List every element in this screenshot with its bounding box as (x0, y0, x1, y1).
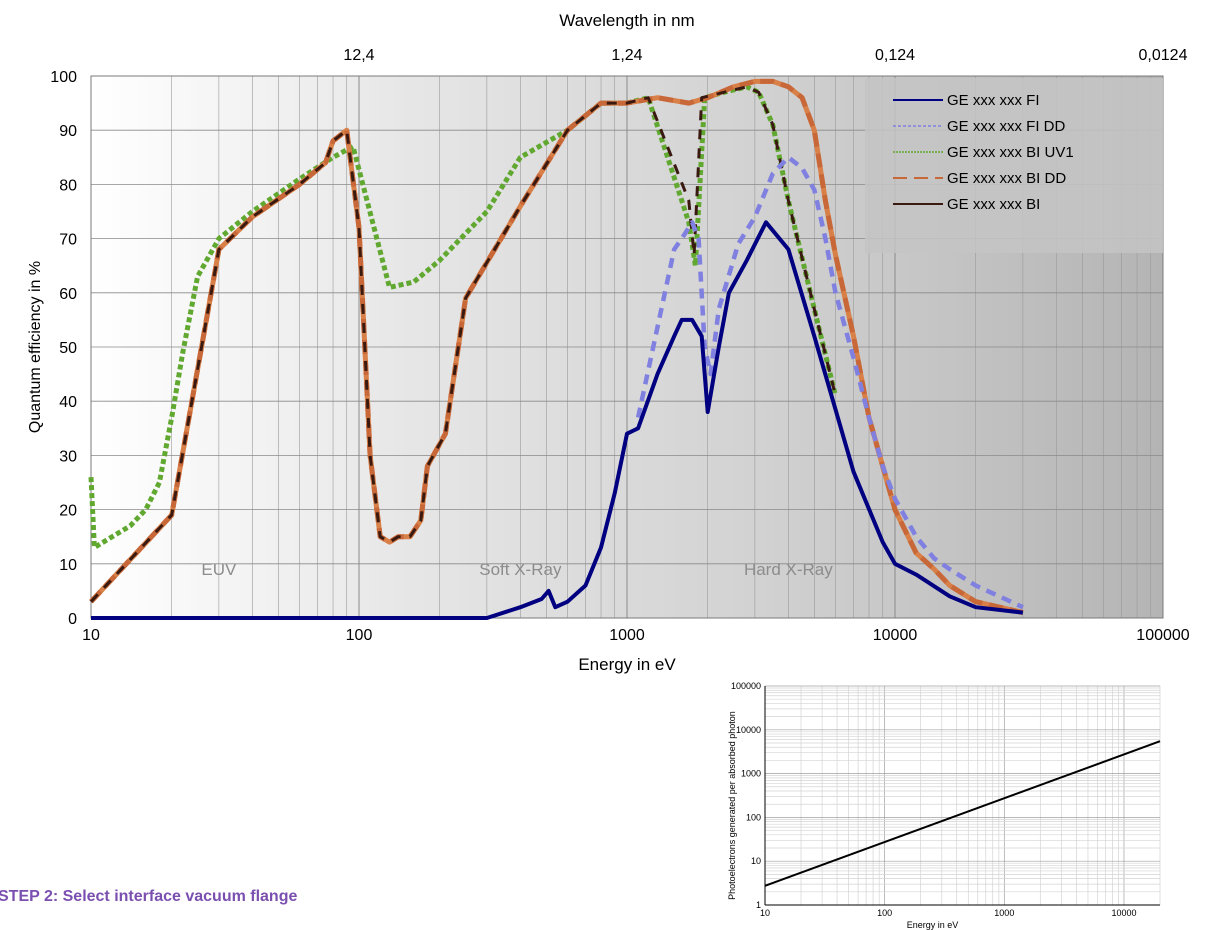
y-tick-label: 60 (59, 286, 77, 303)
step-heading[interactable]: STEP 2: Select interface vacuum flange (0, 888, 298, 905)
y-tick-label: 50 (59, 340, 77, 357)
inset-y-tick-label: 1 (756, 900, 761, 910)
x-axis-label: Energy in eV (578, 655, 676, 674)
y-tick-label: 30 (59, 448, 77, 465)
inset-x-axis-label: Energy in eV (907, 920, 959, 930)
series-line-fi (91, 220, 1024, 620)
y-tick-label: 20 (59, 503, 77, 520)
inset-x-tick-label: 10000 (1111, 908, 1136, 918)
region-label: EUV (201, 560, 237, 579)
x2-tick-label: 0,0124 (1139, 47, 1188, 64)
y-tick-label: 80 (59, 177, 77, 194)
inset-x-tick-label: 10 (760, 908, 770, 918)
inset-y-tick-label: 100 (746, 812, 761, 822)
legend-label: GE xxx xxx FI DD (947, 118, 1066, 135)
legend-box (865, 78, 1163, 253)
y-tick-label: 0 (68, 611, 77, 628)
legend-label: GE xxx xxx FI (947, 92, 1040, 109)
plot-border (90, 75, 1164, 619)
y-tick-label: 10 (59, 557, 77, 574)
inset-x-tick-label: 100 (877, 908, 892, 918)
inset-series-line (764, 740, 1161, 887)
x2-tick-label: 1,24 (611, 47, 642, 64)
region-label: Hard X-Ray (744, 560, 833, 579)
series-line-bi (89, 85, 837, 603)
inset-y-tick-label: 1000 (741, 769, 761, 779)
legend-label: GE xxx xxx BI DD (947, 170, 1066, 187)
x-tick-label: 10 (82, 627, 100, 644)
x2-tick-label: 0,124 (875, 47, 915, 64)
x2-tick-label: 12,4 (343, 47, 374, 64)
series-line-bi-dd (89, 78, 1024, 616)
inset-y-axis-label: Photoelectrons generated per absorbed ph… (727, 711, 737, 900)
inset-y-tick-label: 100000 (731, 681, 761, 691)
inset-plot-area (765, 686, 1160, 905)
inset-y-tick-label: 10 (751, 856, 761, 866)
y-tick-label: 40 (59, 394, 77, 411)
y-tick-label: 100 (50, 69, 77, 86)
series-line-fi-dd (635, 155, 1024, 610)
x-tick-label: 10000 (873, 627, 918, 644)
y-tick-label: 90 (59, 123, 77, 140)
inset-y-tick-label: 10000 (736, 725, 761, 735)
x2-axis-label: Wavelength in nm (559, 11, 694, 30)
x-tick-label: 1000 (609, 627, 645, 644)
legend-label: GE xxx xxx BI (947, 196, 1040, 213)
legend-label: GE xxx xxx BI UV1 (947, 144, 1074, 161)
inset-x-tick-label: 1000 (994, 908, 1014, 918)
y-axis-label: Quantum efficiency in % (27, 261, 44, 433)
y-tick-label: 70 (59, 232, 77, 249)
x-tick-label: 100 (346, 627, 373, 644)
region-label: Soft X-Ray (479, 560, 562, 579)
x-tick-label: 100000 (1136, 627, 1189, 644)
